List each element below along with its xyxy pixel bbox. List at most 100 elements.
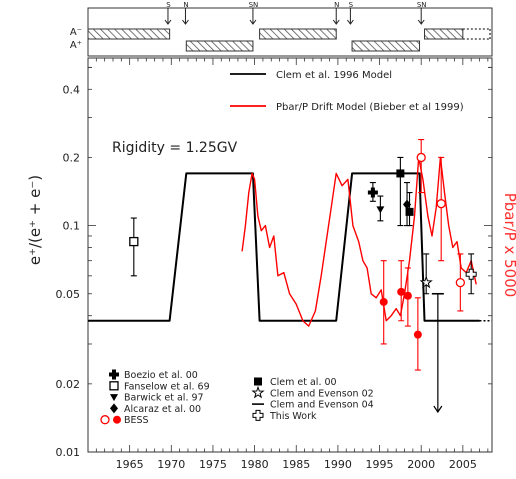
- data-points: [129, 138, 477, 414]
- data-point-marker: [367, 187, 378, 198]
- clem-1996-model-line: [88, 172, 480, 322]
- error-bar: [438, 156, 445, 262]
- upper-limit-arrow: [433, 293, 443, 414]
- legend-symbol: [251, 385, 265, 399]
- polarity-bar-projected: [462, 28, 491, 40]
- data-point-dash: [431, 292, 444, 414]
- polarity-label-minus: A⁻: [70, 27, 82, 38]
- legend-entry-label: Alcaraz et al. 00: [124, 404, 201, 415]
- polarity-reversal-arrow: [346, 8, 354, 25]
- x-tick-label: 2005: [449, 458, 477, 471]
- legends: Clem et al. 1996 Model Pbar/P Drift Model…: [100, 70, 464, 426]
- legend-entry-label: Clem and Evenson 02: [270, 388, 374, 399]
- polarity-reversal-label: N: [183, 1, 188, 9]
- error-bar: [397, 156, 404, 227]
- legend-symbol: [252, 409, 264, 421]
- data-point-cross-open: [465, 253, 477, 295]
- data-point-marker: [376, 206, 385, 214]
- polarity-bar: [185, 40, 254, 52]
- polarity-bar: [351, 40, 421, 52]
- data-point-cross: [367, 181, 378, 202]
- x-tick-label: 1990: [324, 458, 352, 471]
- rigidity-annotation: Rigidity = 1.25GV: [112, 140, 238, 156]
- data-point-star: [419, 253, 433, 295]
- error-bar: [418, 138, 425, 194]
- data-point-circle-filled: [379, 260, 388, 345]
- legend-entry-label: This Work: [269, 411, 317, 422]
- y-tick-label: 0.2: [63, 151, 81, 164]
- legend-symbol: [110, 394, 118, 402]
- data-point-marker: [455, 277, 465, 288]
- polarity-reversal-label: S: [166, 1, 171, 9]
- data-point-marker: [419, 275, 433, 289]
- x-tick-label: 1985: [282, 458, 310, 471]
- legend-symbol: [100, 415, 110, 425]
- axis-ticks: 1965 1970 1975 1980 1985 1990 1995 2000 2005 0.01…: [56, 58, 492, 471]
- x-tick-label: 1970: [157, 458, 185, 471]
- data-point-circle-filled: [403, 267, 412, 327]
- legend-symbol: [254, 377, 262, 386]
- polarity-reversal-arrow: [164, 8, 172, 25]
- y-tick-label: 0.01: [56, 446, 81, 459]
- x-tick-label: 2000: [407, 458, 435, 471]
- data-point-marker: [379, 297, 388, 306]
- y-tick-label: 0.4: [63, 83, 81, 96]
- legend-top-label: Pbar/P Drift Model (Bieber et al 1999): [276, 102, 464, 113]
- polarity-reversal-arrow: [182, 8, 189, 25]
- pbar-drift-model-line: [241, 156, 477, 327]
- data-point-marker: [397, 287, 406, 296]
- legend-entry-label: Boezio et al. 00: [124, 370, 198, 381]
- polarity-panel: A⁻A⁺S N SN N S SN: [70, 1, 493, 57]
- polarity-label-plus: A⁺: [70, 40, 82, 51]
- y-tick-label: 0.02: [56, 378, 81, 391]
- polarity-reversal-label: N: [334, 1, 339, 9]
- data-point-circle-open: [416, 138, 426, 194]
- legend-entry-label: BESS: [124, 415, 149, 426]
- legend-symbol: [109, 381, 119, 391]
- legend-top-label: Clem et al. 1996 Model: [276, 70, 392, 81]
- plot-frame: [87, 57, 493, 453]
- polarity-reversal-arrow: [417, 8, 425, 25]
- data-point-square-filled: [396, 156, 405, 227]
- legend-symbol: [110, 403, 118, 414]
- legend-entry-label: Fanselow et al. 69: [124, 381, 210, 392]
- data-point-square-open: [129, 217, 139, 277]
- polarity-bar: [87, 28, 171, 40]
- legend-entry-label: Clem et al. 00: [270, 377, 337, 388]
- y-axis-label-left: e⁺/(e⁺ + e⁻): [26, 175, 44, 265]
- y-tick-label: 0.1: [63, 220, 81, 233]
- data-point-square-filled: [405, 191, 414, 227]
- error-bar: [423, 253, 430, 295]
- data-point-marker: [396, 169, 405, 178]
- data-point-circle-filled: [413, 297, 422, 371]
- x-tick-label: 1965: [116, 458, 144, 471]
- data-point-circle-open: [436, 156, 446, 262]
- legend-entry-label: Clem and Evenson 04: [270, 400, 374, 411]
- data-point-circle-open: [455, 253, 465, 312]
- y-tick-label: 0.05: [56, 288, 81, 301]
- data-point-marker: [465, 268, 477, 280]
- model-curves: [88, 156, 492, 327]
- polarity-reversal-label: SN: [249, 1, 259, 9]
- data-point-marker: [129, 236, 139, 247]
- polarity-bar: [259, 28, 337, 40]
- data-point-circle-filled: [397, 260, 406, 322]
- plot-frame-border: [87, 57, 493, 453]
- data-point-marker: [436, 199, 446, 209]
- polarity-reversal-label: S: [349, 1, 354, 9]
- x-tick-label: 1980: [241, 458, 269, 471]
- polarity-reversal-arrow: [332, 8, 340, 25]
- polarity-bar: [424, 28, 464, 40]
- polarity-reversal-arrow: [249, 8, 257, 25]
- data-point-marker: [416, 152, 426, 163]
- legend-symbol: [113, 415, 121, 424]
- x-tick-label: 1995: [366, 458, 394, 471]
- data-point-marker: [413, 330, 422, 339]
- legend-symbol: [109, 369, 119, 380]
- error-bar: [130, 217, 137, 277]
- data-point-triangle-down: [376, 195, 385, 222]
- x-tick-label: 1975: [199, 458, 227, 471]
- polarity-reversal-label: SN: [417, 1, 427, 9]
- legend-entry-label: Barwick et al. 97: [124, 393, 204, 404]
